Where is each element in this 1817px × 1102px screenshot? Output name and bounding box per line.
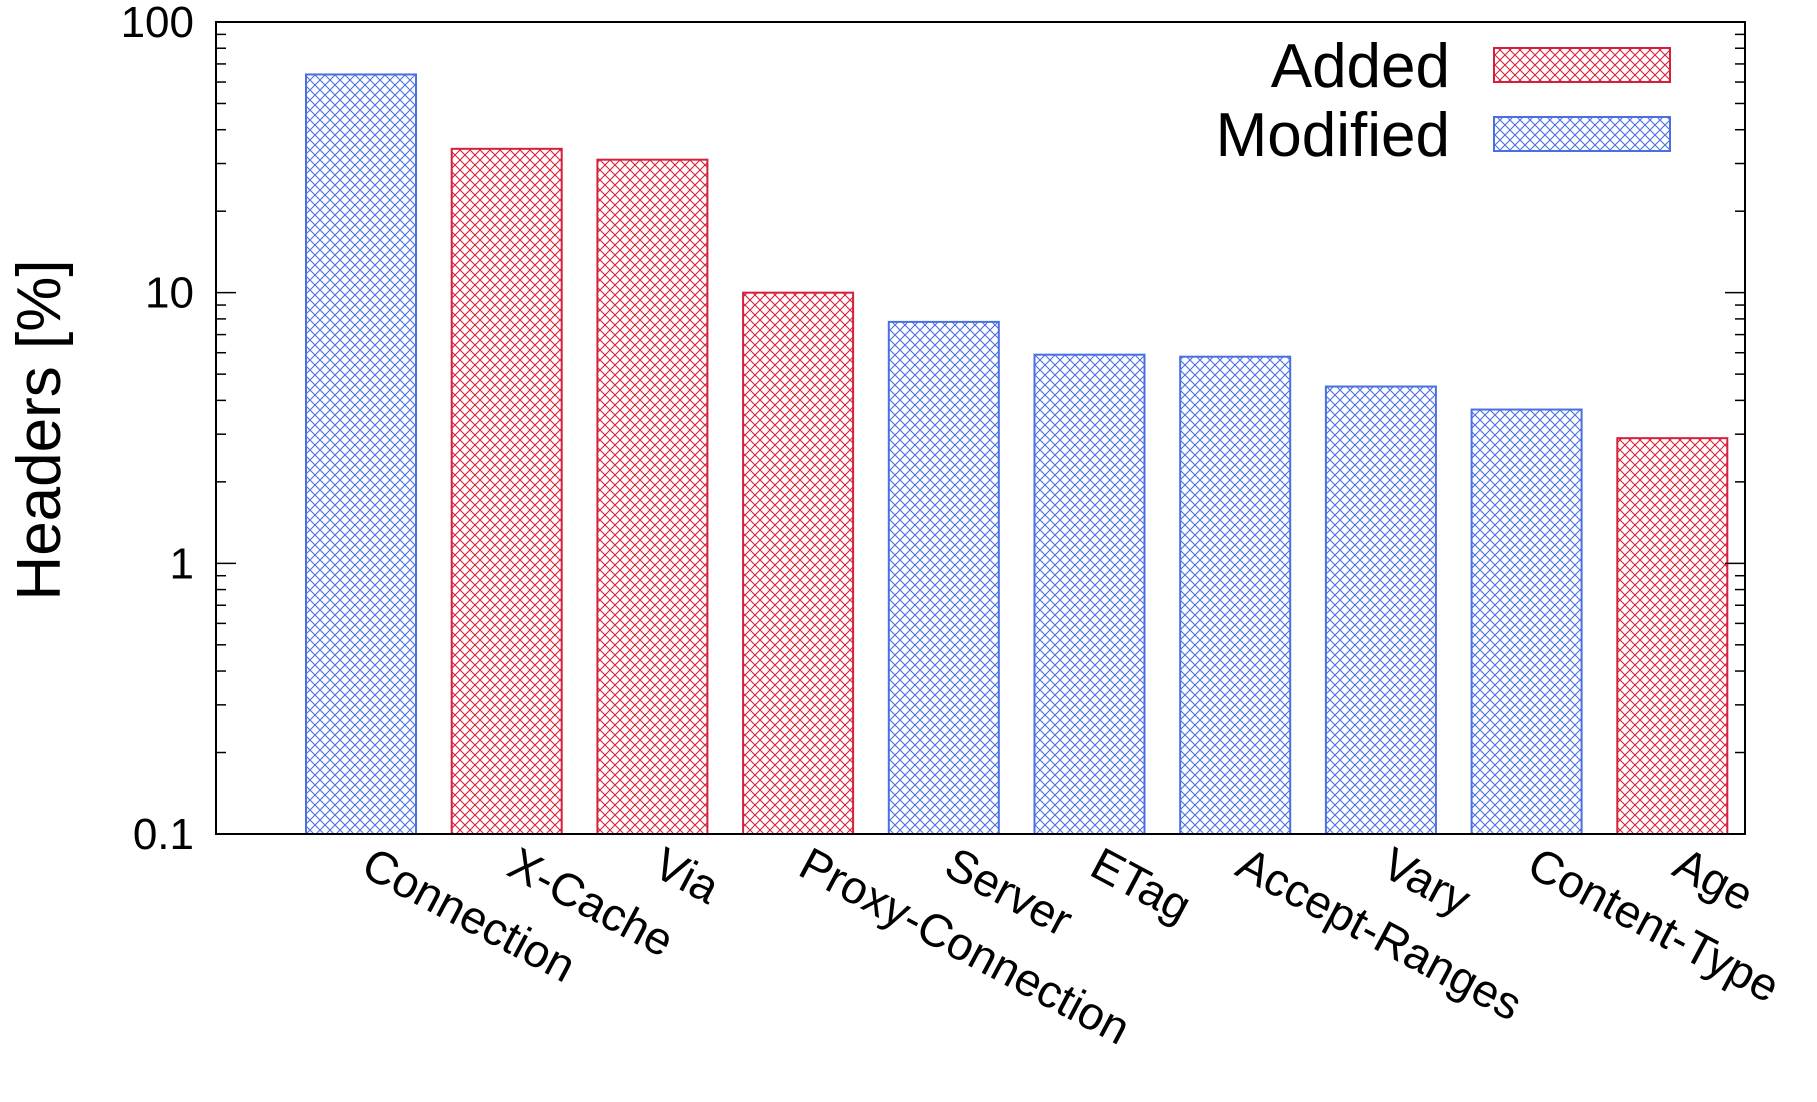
bar-connection	[305, 73, 417, 835]
y-ticks-group: 0.1 1 10 100	[121, 0, 1745, 859]
plot-frame	[215, 21, 1746, 835]
bar-x-cache	[450, 147, 563, 835]
legend-label-modified: Modified	[1216, 101, 1450, 170]
bar-via	[596, 158, 709, 835]
x-category-label: ETag	[1083, 837, 1200, 932]
bar-age	[1616, 437, 1729, 835]
legend-label-added: Added	[1271, 32, 1450, 101]
bars-group	[305, 73, 1729, 835]
x-category-label: Via	[646, 837, 729, 914]
x-category-label: Accept-Ranges	[1229, 837, 1531, 1031]
bar-etag	[1033, 353, 1146, 835]
x-category-label: Content-Type	[1520, 837, 1788, 1013]
y-axis-label: Headers [%]	[5, 259, 74, 600]
y-tick-label: 100	[121, 0, 194, 47]
legend-swatch-modified	[1493, 116, 1671, 152]
y-tick-label: 10	[145, 269, 194, 318]
y-tick-label: 1	[170, 539, 194, 588]
legend-swatch-added	[1493, 47, 1671, 83]
bar-content-type	[1470, 408, 1583, 835]
bar-vary	[1324, 385, 1437, 835]
y-tick-label: 0.1	[133, 810, 194, 859]
bar-server	[887, 320, 1000, 835]
bar-proxy-connection	[742, 291, 855, 835]
bar-accept-ranges	[1179, 355, 1292, 835]
